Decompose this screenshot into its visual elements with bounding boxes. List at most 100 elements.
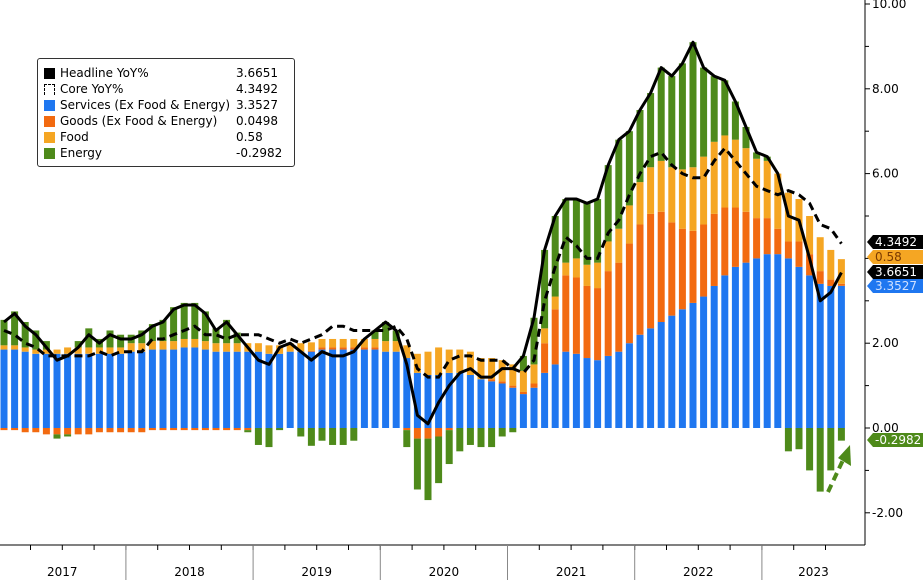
services-bar [689,302,697,428]
goods-bar [742,211,750,263]
services-bar [297,351,305,428]
food-bar [382,341,390,352]
energy-bar [413,438,421,490]
energy-bar [329,428,337,445]
food-bar [11,345,19,350]
services-bar [53,353,61,428]
energy-bar [74,341,82,348]
goods-bar [837,283,845,286]
legend-item-goods: Goods (Ex Food & Energy) 0.0498 [44,113,288,129]
goods-bar [594,288,602,361]
energy-bar [318,428,326,441]
tag-label: 3.6651 [875,265,917,279]
y-tick-label: 0.00 [872,421,899,435]
services-bar [307,351,315,428]
services-bar [424,375,432,428]
goods-bar [731,207,739,267]
tag-label: -0.2982 [875,433,921,447]
trend-arrow-head-icon [838,445,851,466]
food-bar [413,353,421,373]
goods-bar [127,428,135,433]
food-bar [403,345,411,359]
goods-bar [223,428,231,431]
services-bar [392,351,400,428]
food-bar [254,343,262,352]
food-bar [74,347,82,354]
legend-value: 4.3492 [236,82,278,96]
food-bar [456,349,464,373]
services-bar [742,262,750,428]
goods-bar [435,428,443,437]
goods-bar [541,343,549,373]
tag-background [867,279,923,293]
services-bar [700,296,708,428]
energy-bar [572,199,580,259]
goods-bar [763,218,771,255]
services-bar [371,349,379,428]
goods-bar [95,428,103,433]
food-bar [466,351,474,375]
goods-bar [0,428,8,431]
headline-yoy-line [3,40,843,426]
services-bar [562,351,570,428]
services-bar [276,353,284,428]
legend-label: Core YoY% [60,82,124,96]
energy-bar [424,438,432,501]
goods-bar [329,347,337,350]
core-yoy-line [3,145,843,379]
services-bar [265,353,273,428]
year-label: 2023 [798,565,829,579]
food-bar [668,167,676,223]
services-bar [615,351,623,428]
last-value-tag-energy: -0.2982 [867,433,923,447]
energy-bar [307,428,315,446]
goods-bar [307,350,315,352]
goods-bar [11,428,19,431]
food-bar [509,364,517,386]
energy-bar [403,430,411,448]
food-bar [106,347,114,354]
goods-bar [636,224,644,335]
food-bar [318,338,326,348]
services-bar [594,360,602,428]
chart-legend: Headline YoY% 3.6651 Core YoY% 4.3492 Serv… [37,58,295,167]
goods-bar [350,347,358,350]
goods-bar [509,385,517,388]
services-bar [731,266,739,428]
goods-bar [551,309,559,365]
goods-bar [530,383,538,388]
goods-bar [159,428,167,431]
services-bar [488,381,496,428]
energy-bar [488,428,496,448]
goods-bar [201,428,209,431]
services-bar [138,351,146,428]
energy-bar [466,428,474,445]
food-bar [64,347,72,354]
legend-item-energy: Energy -0.2982 [44,145,288,161]
year-label: 2022 [683,565,714,579]
services-bar [657,322,665,428]
energy-bar [519,355,527,371]
food-bar [625,205,633,244]
food-bar [731,139,739,208]
energy-bar [170,307,178,342]
y-tick-label: -2.00 [872,506,903,520]
legend-label: Goods (Ex Food & Energy) [60,114,218,128]
food-bar [148,341,156,350]
goods-bar [647,213,655,329]
services-bar [106,353,114,428]
food-bar [594,262,602,289]
goods-bar [816,271,824,284]
services-bar [74,353,82,428]
year-label: 2018 [174,565,205,579]
food-bar [85,347,93,354]
services-bar [21,351,29,428]
energy-bar [297,428,305,437]
energy-bar [657,67,665,161]
energy-bar [816,428,824,492]
food-bar [117,347,125,354]
energy-bar [625,131,633,206]
energy-bar [551,216,559,297]
services-bar [837,285,845,428]
energy-bar [689,42,697,168]
